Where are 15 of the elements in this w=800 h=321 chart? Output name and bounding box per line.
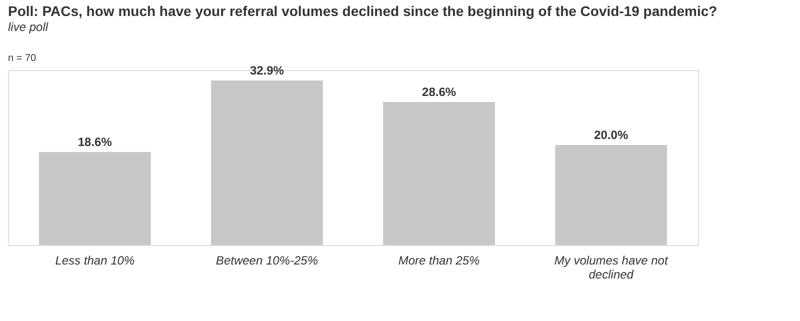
bar <box>211 80 323 245</box>
x-tick-label: More than 25% <box>398 254 480 268</box>
chart-subtitle: live poll <box>8 20 48 34</box>
x-tick-label: Between 10%-25% <box>216 254 318 268</box>
data-label: 32.9% <box>250 64 284 78</box>
chart-title: Poll: PACs, how much have your referral volumes declined since the beginning of the Covid-19 pandemic? <box>8 3 718 19</box>
x-tick-label: Less than 10% <box>55 254 135 268</box>
bar <box>383 102 495 245</box>
data-label: 28.6% <box>422 85 456 99</box>
bar <box>38 152 151 245</box>
data-label: 18.6% <box>78 135 112 149</box>
bar <box>555 145 668 245</box>
text: n = 70 <box>8 53 37 64</box>
data-label: 20.0% <box>594 128 628 142</box>
x-tick-label: My volumes have not declined <box>554 254 668 282</box>
